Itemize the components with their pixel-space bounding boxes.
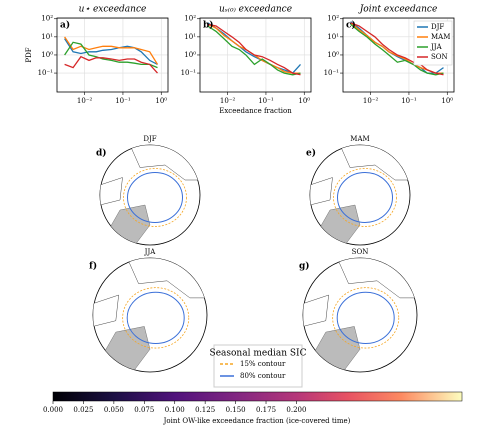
colorbar [52, 391, 463, 402]
series-line [350, 23, 444, 76]
y-tick-label: 10² [327, 15, 339, 23]
legend-label: JJA [430, 43, 443, 51]
y-tick-label: 10¹ [327, 33, 339, 41]
plot-frame [56, 17, 169, 93]
contour-80 [337, 172, 393, 223]
y-tick-label: 10² [184, 15, 196, 23]
contour-80 [126, 291, 185, 345]
y-axis-label: PDF [25, 47, 33, 62]
x-tick-label: 10⁻² [220, 97, 236, 105]
map-title: MAM [350, 135, 369, 143]
map-title: JJA [144, 248, 157, 256]
plot-frame [199, 17, 312, 93]
map-panel-label: d) [96, 148, 107, 159]
y-tick-label: 10¹ [184, 33, 196, 41]
series-line [207, 22, 301, 74]
x-tick-label: 10⁻² [363, 97, 379, 105]
contour-15 [332, 287, 400, 349]
legend-label: SON [431, 53, 448, 61]
canada [303, 294, 329, 327]
x-tick-label: 10⁻¹ [401, 97, 417, 105]
y-tick-label: 10⁻¹ [181, 69, 197, 77]
series-line [207, 23, 301, 76]
series-line [350, 22, 444, 76]
map-legend-label: 80% contour [240, 372, 286, 380]
series-line [64, 41, 158, 69]
panel-label: b) [203, 20, 214, 31]
y-tick-label: 10¹ [41, 33, 53, 41]
y-tick-label: 10⁻¹ [324, 69, 340, 77]
x-tick-label: 10⁻¹ [258, 97, 274, 105]
canada [310, 177, 333, 206]
map-title: DJF [143, 135, 156, 143]
series-line [64, 36, 159, 65]
legend-box [413, 20, 453, 66]
x-tick-label: 10⁻² [77, 97, 93, 105]
y-tick-label: 10² [41, 15, 53, 23]
x-tick-label: 10⁰ [298, 97, 310, 105]
map-title: SON [352, 248, 369, 256]
y-tick-label: 10⁰ [327, 51, 339, 59]
panel-label: a) [60, 20, 70, 31]
colorbar-tick-label: 0.025 [73, 406, 93, 414]
colorbar-label: Joint OW-like exceedance fraction (ice-c… [163, 417, 351, 425]
x-tick-label: 10⁻¹ [115, 97, 131, 105]
x-axis-label: Exceedance fraction [219, 107, 292, 115]
contour-80 [336, 291, 395, 345]
canada [93, 294, 119, 327]
colorbar-tick-label: 0.125 [195, 406, 215, 414]
canada [100, 177, 123, 206]
series-line [64, 38, 158, 65]
y-tick-label: 10⁰ [184, 51, 196, 59]
chart-title: Joint exceedance [358, 5, 438, 15]
chart-title: u⋆ exceedance [79, 5, 147, 15]
plot-frame [342, 17, 455, 93]
maps: DJF d) MAM e) JJA f) SON g) [89, 135, 418, 373]
colorbar-tick-label: 0.200 [286, 406, 306, 414]
colorbar-tick-label: 0.175 [256, 406, 276, 414]
y-tick-label: 10⁻¹ [38, 69, 54, 77]
y-tick-label: 10⁰ [41, 51, 53, 59]
contour-80 [127, 172, 183, 223]
map-panel-label: f) [89, 261, 97, 272]
colorbar-tick-label: 0.100 [165, 406, 185, 414]
legend-label: MAM [431, 33, 450, 41]
colorbar-tick-label: 0.000 [43, 406, 63, 414]
colorbar-tick-label: 0.150 [226, 406, 246, 414]
map-legend-box [213, 344, 303, 388]
contour-15 [122, 287, 190, 349]
colorbar-tick-label: 0.050 [104, 406, 124, 414]
colorbar-tick-label: 0.075 [134, 406, 154, 414]
contour-15 [123, 168, 187, 227]
chart-title: uₛ₍₀₎ exceedance [219, 5, 292, 15]
map-legend-label: 15% contour [240, 360, 286, 368]
legend-label: DJF [431, 23, 444, 31]
series-line [64, 55, 158, 74]
map-panel-label: g) [299, 261, 310, 272]
x-tick-label: 10⁰ [155, 97, 167, 105]
x-tick-label: 10⁰ [441, 97, 453, 105]
contour-15 [333, 168, 397, 227]
panel-label: c) [346, 20, 356, 31]
map-legend-title: Seasonal median SIC [210, 349, 307, 359]
map-panel-label: e) [306, 148, 316, 159]
series-line [207, 25, 301, 76]
